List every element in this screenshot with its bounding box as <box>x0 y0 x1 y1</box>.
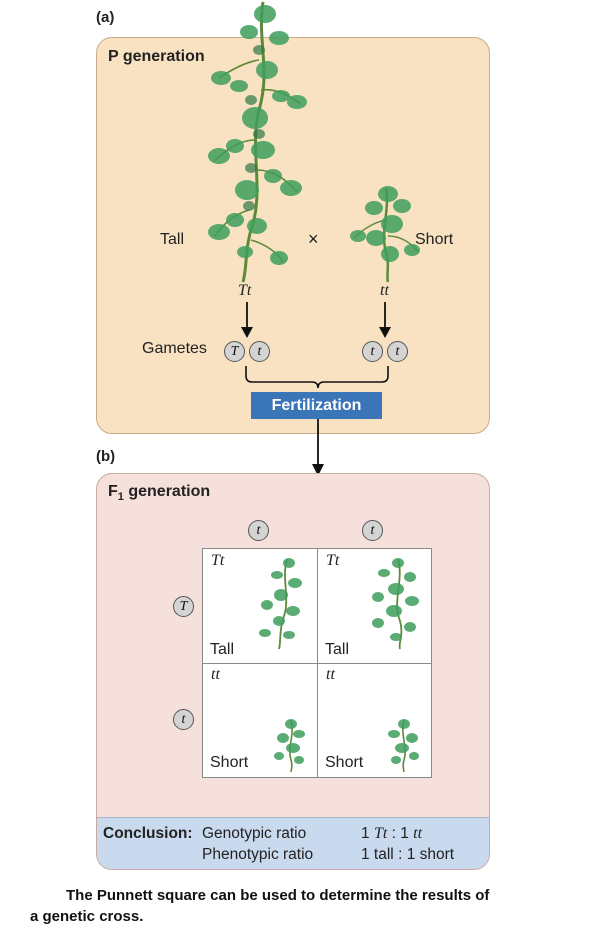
genotype: tt <box>413 825 423 842</box>
gamete-allele-t: t <box>387 341 408 362</box>
gametes-label: Gametes <box>142 340 207 357</box>
p-generation-title: P generation <box>108 48 205 65</box>
cross-symbol: × <box>308 229 319 249</box>
ratio-colon: : <box>391 825 396 842</box>
row-allele: T <box>173 596 194 617</box>
genotype: Tt <box>373 825 388 842</box>
short-label: Short <box>415 231 454 248</box>
caption-line-1: The Punnett square can be used to determ… <box>66 887 490 904</box>
caption-line-2: a genetic cross. <box>30 908 144 925</box>
ratio-part: 1 tall <box>361 846 394 863</box>
cell-phenotype: Tall <box>210 641 235 658</box>
short-plant-illustration <box>388 719 419 772</box>
cell-genotype: Tt <box>326 552 340 569</box>
cell-genotype: tt <box>326 666 335 683</box>
column-allele: t <box>362 520 383 541</box>
cell-genotype: Tt <box>211 552 225 569</box>
tall-plant-illustration <box>372 558 419 650</box>
ratio-number: 1 <box>361 825 370 842</box>
cell-phenotype: Short <box>325 754 364 771</box>
tall-genotype: Tt <box>238 282 252 299</box>
f1-title-subscript: 1 <box>117 491 124 504</box>
punnett-cell: tt Short <box>203 664 317 778</box>
column-allele: t <box>248 520 269 541</box>
row-allele: t <box>173 709 194 730</box>
short-plant-illustration <box>274 719 305 772</box>
conclusion-box: Conclusion: Genotypic ratio Phenotypic r… <box>97 817 489 869</box>
punnett-cell: Tt Tall <box>203 549 317 663</box>
short-plant-illustration <box>350 186 420 283</box>
tall-plant-illustration <box>208 1 307 283</box>
tall-plant-illustration <box>259 558 302 650</box>
gamete-allele-t: t <box>249 341 270 362</box>
phenotypic-ratio-value: 1 tall : 1 short <box>361 846 454 864</box>
punnett-cell: tt Short <box>318 664 432 778</box>
grid-divider <box>203 663 431 664</box>
f1-title-f: F <box>108 483 118 500</box>
part-a-label: (a) <box>96 9 115 26</box>
gamete-allele-T: T <box>224 341 245 362</box>
conclusion-label: Conclusion: <box>103 825 193 842</box>
part-b-label: (b) <box>96 448 116 465</box>
cell-genotype: tt <box>211 666 220 683</box>
fertilization-box: Fertilization <box>251 392 382 419</box>
short-genotype: tt <box>380 282 389 299</box>
cell-phenotype: Short <box>210 754 249 771</box>
punnett-square: Tt Tall Tt Tall tt <box>202 548 432 778</box>
tall-label: Tall <box>160 231 185 248</box>
f1-title-rest: generation <box>128 483 211 500</box>
genotypic-ratio-label: Genotypic ratio <box>202 825 307 842</box>
phenotypic-ratio-label: Phenotypic ratio <box>202 846 314 863</box>
ratio-part: 1 short <box>406 846 455 863</box>
ratio-number: 1 <box>400 825 409 842</box>
ratio-colon: : <box>398 846 403 863</box>
gamete-allele-t: t <box>362 341 383 362</box>
f1-generation-title: F1 generation <box>108 483 210 503</box>
cell-phenotype: Tall <box>325 641 350 658</box>
genotypic-ratio-value: 1 Tt : 1 tt <box>361 825 422 843</box>
punnett-cell: Tt Tall <box>318 549 432 663</box>
